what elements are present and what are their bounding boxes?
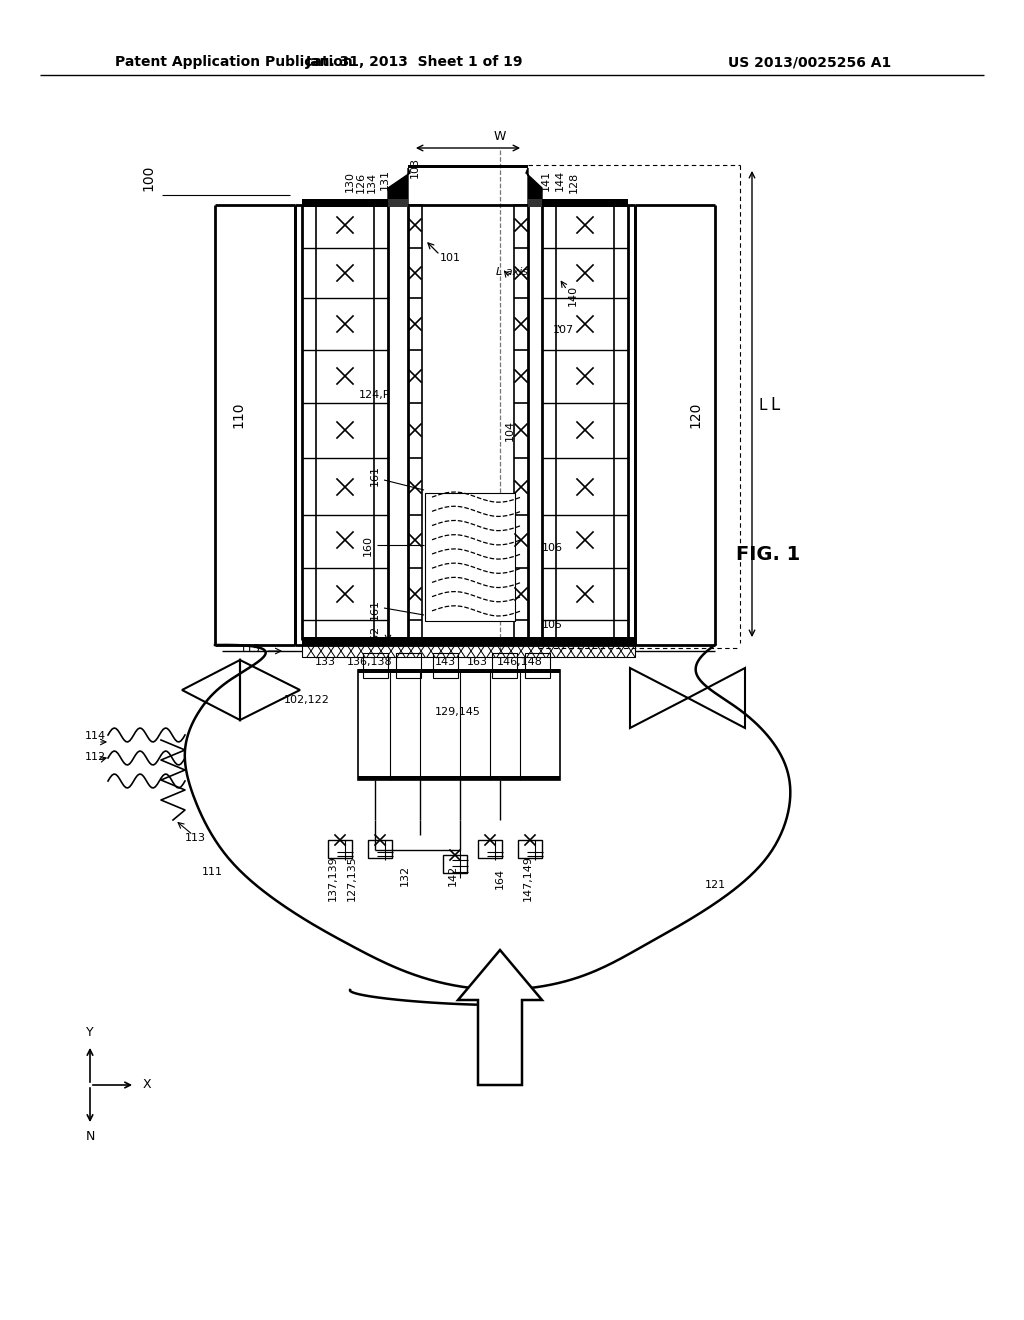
Text: 161: 161	[370, 599, 380, 620]
Text: 133: 133	[314, 657, 336, 667]
Text: Patent Application Publication: Patent Application Publication	[115, 55, 352, 69]
Text: 164: 164	[495, 867, 505, 888]
Bar	[358, 671, 560, 780]
Text: 137,139: 137,139	[328, 855, 338, 900]
Text: 146,148: 146,148	[497, 657, 543, 667]
Text: 132: 132	[400, 865, 410, 886]
Text: W: W	[494, 131, 506, 144]
Bar	[492, 653, 517, 678]
Bar	[443, 855, 467, 873]
Text: 124,P: 124,P	[359, 389, 391, 400]
Text: 101: 101	[439, 253, 461, 263]
Text: 163: 163	[467, 657, 487, 667]
Text: 115: 115	[240, 644, 260, 653]
Text: 121: 121	[705, 880, 726, 890]
Text: 105: 105	[542, 620, 562, 630]
Polygon shape	[458, 950, 542, 1085]
Bar	[302, 645, 635, 657]
Text: 143: 143	[434, 657, 456, 667]
Polygon shape	[526, 168, 542, 205]
Polygon shape	[388, 168, 410, 205]
Bar	[478, 840, 502, 858]
Text: FIG. 1: FIG. 1	[736, 545, 800, 565]
Bar	[388, 199, 408, 207]
Text: 140: 140	[568, 284, 578, 305]
Text: 114: 114	[84, 731, 105, 741]
Text: L: L	[759, 397, 767, 412]
Text: 128: 128	[569, 172, 579, 193]
Text: 106: 106	[542, 543, 562, 553]
Text: 126: 126	[356, 172, 366, 193]
Text: Jan. 31, 2013  Sheet 1 of 19: Jan. 31, 2013 Sheet 1 of 19	[306, 55, 523, 69]
Bar	[328, 840, 352, 858]
Text: 136,138: 136,138	[347, 657, 393, 667]
Bar	[542, 199, 628, 207]
Bar	[302, 199, 388, 207]
Bar	[408, 165, 528, 168]
Text: 112: 112	[84, 752, 105, 762]
Text: X: X	[142, 1078, 152, 1092]
Text: 160: 160	[362, 535, 373, 556]
Text: 131: 131	[380, 169, 390, 190]
Text: L axis: L axis	[496, 267, 528, 277]
Text: N: N	[85, 1130, 94, 1143]
Text: 103: 103	[410, 157, 420, 178]
Text: 127,135: 127,135	[347, 855, 357, 900]
Text: 104: 104	[505, 420, 515, 441]
Text: 107: 107	[552, 325, 573, 335]
Bar	[525, 653, 550, 678]
Bar	[368, 840, 392, 858]
Bar	[362, 653, 388, 678]
Text: L: L	[770, 396, 779, 414]
Text: 161: 161	[370, 465, 380, 486]
Text: 110: 110	[231, 401, 245, 428]
Bar	[358, 669, 560, 673]
Bar	[302, 638, 635, 645]
Text: 142: 142	[449, 865, 458, 886]
Text: 120: 120	[688, 401, 702, 428]
Bar	[396, 653, 421, 678]
Bar	[433, 653, 458, 678]
Text: 100: 100	[141, 165, 155, 191]
Bar	[518, 840, 542, 858]
Text: 147,149: 147,149	[523, 855, 534, 902]
Text: 141: 141	[541, 169, 551, 190]
Bar	[528, 199, 542, 207]
Text: 111: 111	[202, 867, 222, 876]
Text: 130: 130	[345, 172, 355, 193]
Text: Y: Y	[86, 1027, 94, 1040]
Text: 162: 162	[370, 624, 380, 645]
Text: 113: 113	[184, 833, 206, 843]
Bar	[425, 492, 515, 620]
Text: 102,122: 102,122	[284, 696, 330, 705]
Text: 144: 144	[555, 169, 565, 190]
Text: 129,145: 129,145	[435, 708, 481, 717]
Bar	[358, 776, 560, 780]
Text: 134: 134	[367, 172, 377, 193]
Text: US 2013/0025256 A1: US 2013/0025256 A1	[728, 55, 892, 69]
